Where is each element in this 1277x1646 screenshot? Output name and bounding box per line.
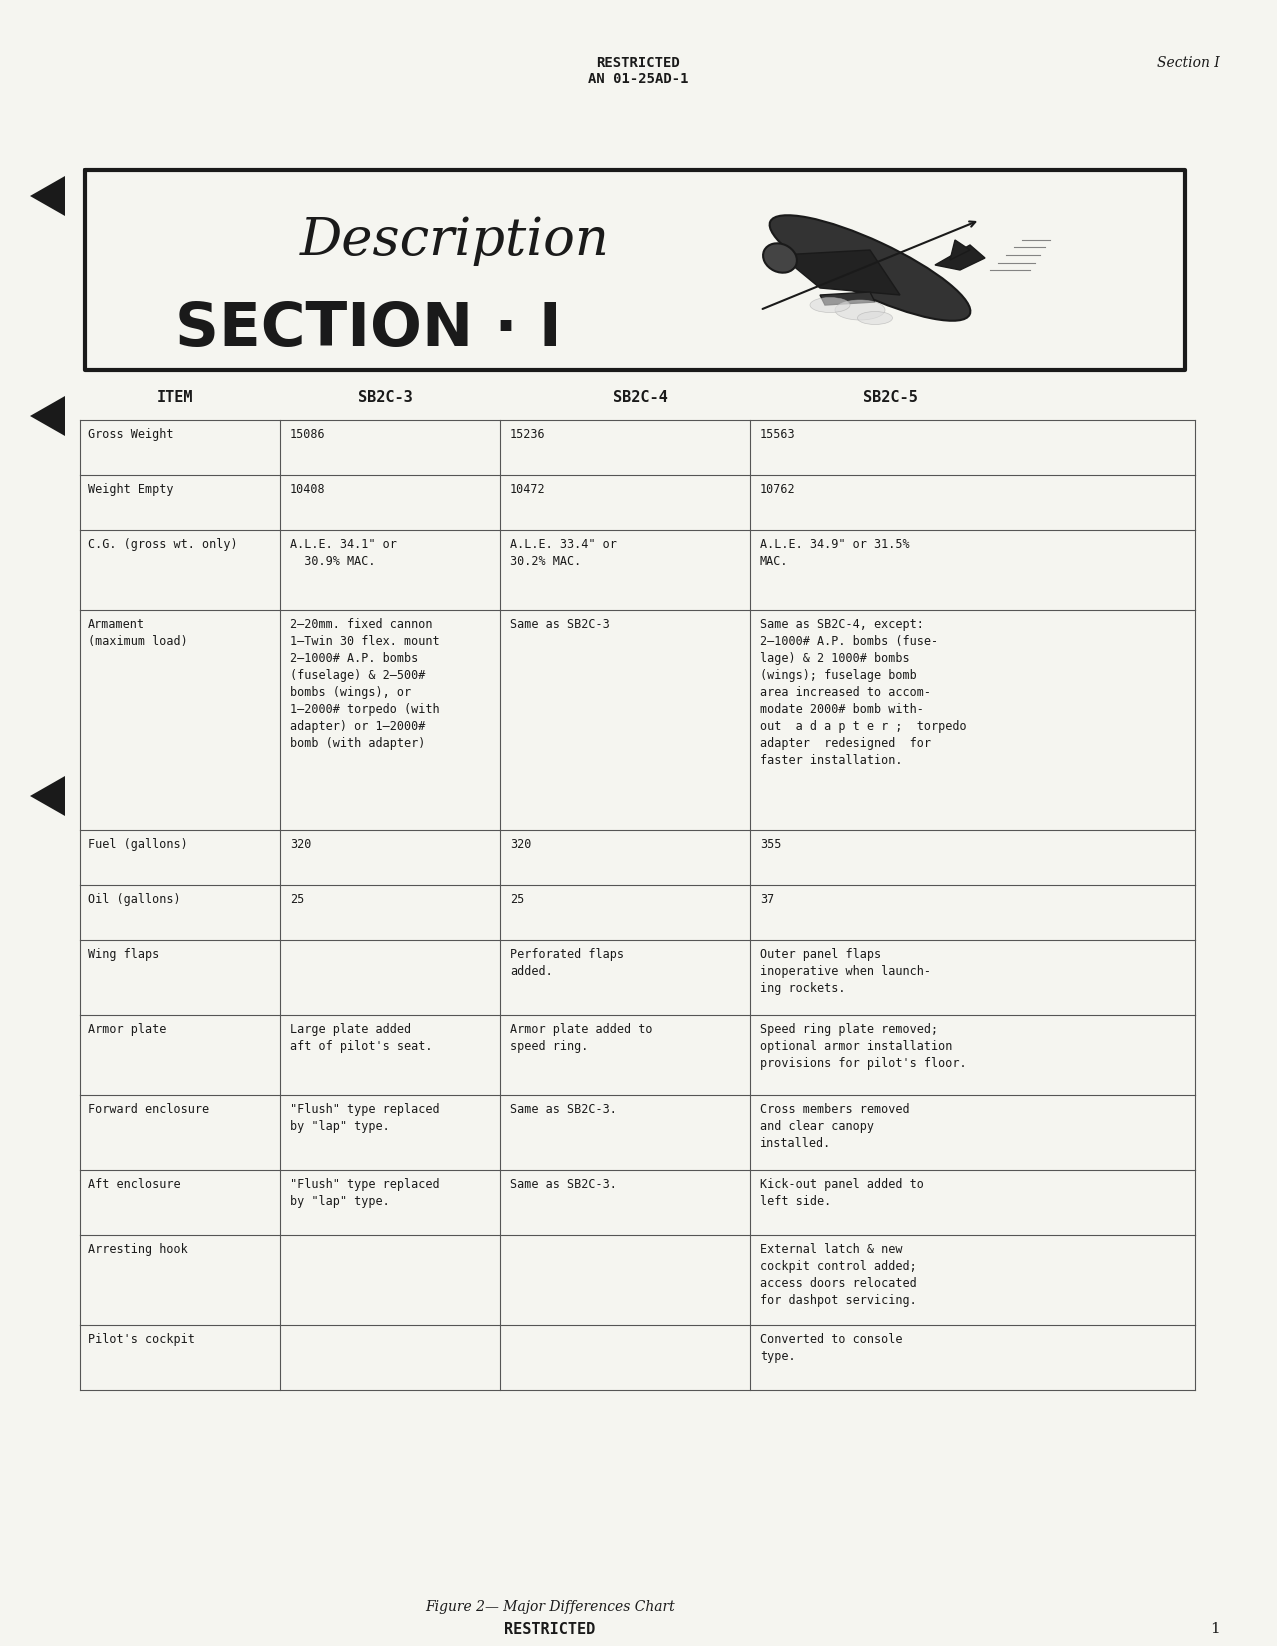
- Text: "Flush" type replaced
by "lap" type.: "Flush" type replaced by "lap" type.: [290, 1103, 439, 1132]
- Text: Weight Empty: Weight Empty: [88, 482, 174, 495]
- Text: RESTRICTED: RESTRICTED: [596, 56, 679, 71]
- Text: 320: 320: [290, 838, 312, 851]
- Text: C.G. (gross wt. only): C.G. (gross wt. only): [88, 538, 238, 551]
- Polygon shape: [950, 240, 971, 260]
- Text: Same as SB2C-3.: Same as SB2C-3.: [510, 1179, 617, 1192]
- Text: Arresting hook: Arresting hook: [88, 1243, 188, 1256]
- Text: Fuel (gallons): Fuel (gallons): [88, 838, 188, 851]
- Polygon shape: [935, 245, 985, 270]
- Text: Kick-out panel added to
left side.: Kick-out panel added to left side.: [760, 1179, 923, 1208]
- Polygon shape: [29, 775, 65, 816]
- Text: Same as SB2C-3.: Same as SB2C-3.: [510, 1103, 617, 1116]
- Text: 10762: 10762: [760, 482, 796, 495]
- Text: 10408: 10408: [290, 482, 326, 495]
- Ellipse shape: [810, 298, 850, 313]
- Text: 37: 37: [760, 894, 774, 905]
- Text: 25: 25: [290, 894, 304, 905]
- Text: "Flush" type replaced
by "lap" type.: "Flush" type replaced by "lap" type.: [290, 1179, 439, 1208]
- Ellipse shape: [835, 300, 885, 319]
- Polygon shape: [780, 250, 900, 295]
- Text: SB2C-5: SB2C-5: [863, 390, 917, 405]
- Text: 10472: 10472: [510, 482, 545, 495]
- Ellipse shape: [764, 244, 797, 273]
- Text: 320: 320: [510, 838, 531, 851]
- Text: Section I: Section I: [1157, 56, 1220, 71]
- Text: SECTION · I: SECTION · I: [175, 300, 562, 359]
- Text: Speed ring plate removed;
optional armor installation
provisions for pilot's flo: Speed ring plate removed; optional armor…: [760, 1024, 967, 1070]
- Text: Pilot's cockpit: Pilot's cockpit: [88, 1333, 195, 1346]
- Text: Armament
(maximum load): Armament (maximum load): [88, 617, 188, 649]
- Text: 1: 1: [1211, 1621, 1220, 1636]
- Text: A.L.E. 34.1" or
  30.9% MAC.: A.L.E. 34.1" or 30.9% MAC.: [290, 538, 397, 568]
- Text: External latch & new
cockpit control added;
access doors relocated
for dashpot s: External latch & new cockpit control add…: [760, 1243, 917, 1307]
- Text: Same as SB2C-4, except:
2—1000# A.P. bombs (fuse-
lage) & 2 1000# bombs
(wings);: Same as SB2C-4, except: 2—1000# A.P. bom…: [760, 617, 967, 767]
- Text: AN 01-25AD-1: AN 01-25AD-1: [587, 72, 688, 86]
- Text: ITEM: ITEM: [157, 390, 193, 405]
- Text: Gross Weight: Gross Weight: [88, 428, 174, 441]
- Text: Armor plate: Armor plate: [88, 1024, 166, 1035]
- Text: Converted to console
type.: Converted to console type.: [760, 1333, 903, 1363]
- Text: Outer panel flaps
inoperative when launch-
ing rockets.: Outer panel flaps inoperative when launc…: [760, 948, 931, 994]
- Text: Forward enclosure: Forward enclosure: [88, 1103, 209, 1116]
- Ellipse shape: [857, 311, 893, 324]
- Text: 15236: 15236: [510, 428, 545, 441]
- Text: Wing flaps: Wing flaps: [88, 948, 160, 961]
- Text: 355: 355: [760, 838, 782, 851]
- Text: 25: 25: [510, 894, 525, 905]
- Polygon shape: [29, 397, 65, 436]
- Ellipse shape: [770, 216, 971, 321]
- Text: RESTRICTED: RESTRICTED: [504, 1621, 595, 1638]
- Text: SB2C-4: SB2C-4: [613, 390, 668, 405]
- Text: Cross members removed
and clear canopy
installed.: Cross members removed and clear canopy i…: [760, 1103, 909, 1151]
- Text: 15086: 15086: [290, 428, 326, 441]
- Text: Oil (gallons): Oil (gallons): [88, 894, 180, 905]
- Text: Armor plate added to
speed ring.: Armor plate added to speed ring.: [510, 1024, 653, 1053]
- Text: Aft enclosure: Aft enclosure: [88, 1179, 180, 1192]
- Text: SB2C-3: SB2C-3: [358, 390, 412, 405]
- Polygon shape: [820, 291, 875, 305]
- Text: A.L.E. 33.4" or
30.2% MAC.: A.L.E. 33.4" or 30.2% MAC.: [510, 538, 617, 568]
- Polygon shape: [29, 176, 65, 216]
- Text: 15563: 15563: [760, 428, 796, 441]
- Text: Large plate added
aft of pilot's seat.: Large plate added aft of pilot's seat.: [290, 1024, 433, 1053]
- Text: Description: Description: [300, 216, 610, 267]
- Text: A.L.E. 34.9" or 31.5%
MAC.: A.L.E. 34.9" or 31.5% MAC.: [760, 538, 909, 568]
- Text: Figure 2— Major Differences Chart: Figure 2— Major Differences Chart: [425, 1600, 674, 1615]
- Text: Same as SB2C-3: Same as SB2C-3: [510, 617, 609, 630]
- Text: Perforated flaps
added.: Perforated flaps added.: [510, 948, 624, 978]
- Text: 2—20mm. fixed cannon
1—Twin 30 flex. mount
2—1000# A.P. bombs
(fuselage) & 2—500: 2—20mm. fixed cannon 1—Twin 30 flex. mou…: [290, 617, 439, 751]
